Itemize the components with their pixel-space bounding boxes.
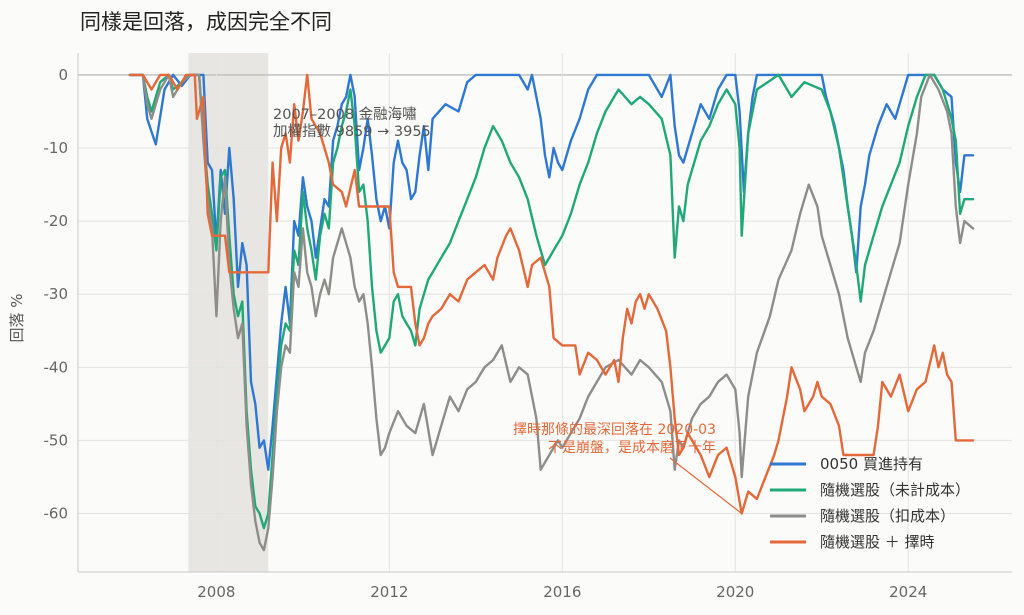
y-tick-label-3: -30 (44, 285, 69, 303)
plot-background (188, 53, 269, 572)
series-line-1 (128, 73, 975, 530)
legend-label-1: 隨機選股（未計成本） (820, 481, 970, 499)
series-layer (128, 73, 975, 552)
series-line-2 (128, 73, 975, 552)
y-tick-label-1: -10 (44, 139, 69, 157)
legend-label-3: 隨機選股 ＋ 擇時 (820, 533, 935, 551)
x-tick-label-4: 2024 (889, 583, 927, 601)
timing-annotation: 擇時那條的最深回落在 2020-03 不是崩盤，是成本磨了十年 (513, 422, 743, 514)
y-tick-label-4: -40 (44, 358, 69, 376)
axes: 0 -10 -20 -30 -40 -50 -60 2008 2012 2016 2020 2024 (44, 53, 1012, 601)
series-line-3 (128, 73, 975, 515)
crisis-annotation-line2: 加權指數 9859 → 3955 (273, 123, 431, 140)
crisis-shaded-region (188, 53, 269, 572)
x-tick-label-3: 2020 (716, 583, 754, 601)
y-tick-label-2: -20 (44, 212, 69, 230)
legend-label-0: 0050 買進持有 (820, 455, 923, 473)
series-line-0 (128, 73, 975, 471)
y-tick-label-0: 0 (58, 66, 68, 84)
y-axis-label: 回落 % (8, 293, 26, 342)
y-tick-label-5: -50 (44, 431, 69, 449)
x-tick-label-2: 2016 (543, 583, 581, 601)
timing-annotation-line1: 擇時那條的最深回落在 2020-03 (513, 422, 716, 438)
timing-annotation-line2: 不是崩盤，是成本磨了十年 (548, 440, 716, 456)
legend-label-2: 隨機選股（扣成本） (820, 507, 955, 525)
x-tick-label-1: 2012 (370, 583, 408, 601)
y-tick-label-6: -60 (44, 505, 69, 523)
x-tick-label-0: 2008 (197, 583, 235, 601)
crisis-annotation-line1: 2007–2008 金融海嘯 (273, 106, 417, 123)
timing-annotation-arrow (669, 457, 743, 514)
chart-title: 同樣是回落，成因完全不同 (80, 10, 332, 34)
